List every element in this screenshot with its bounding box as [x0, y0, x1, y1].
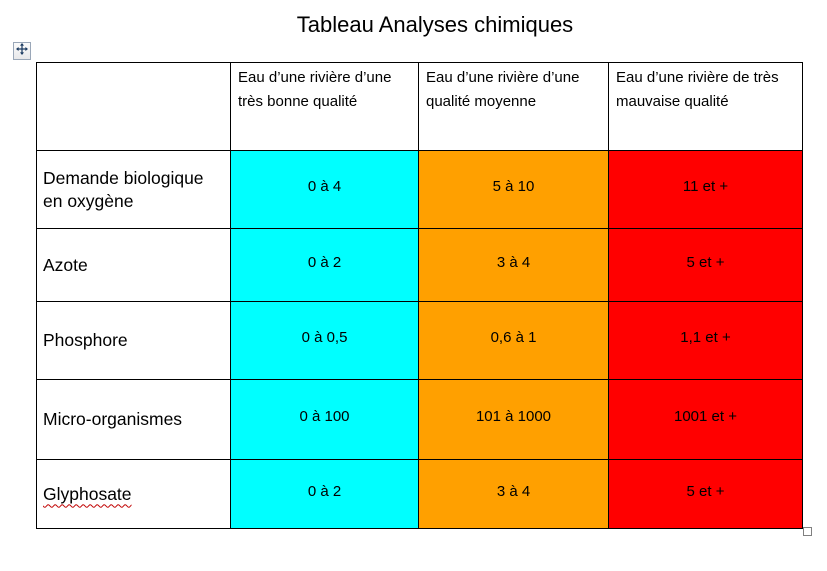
value-cell-good[interactable]: 0 à 2 — [230, 228, 419, 302]
value-cell-medium[interactable]: 3 à 4 — [418, 459, 609, 529]
table-row: Phosphore 0 à 0,5 0,6 à 1 1,1 et + — [36, 301, 803, 380]
row-label-cell[interactable]: Phosphore — [36, 301, 231, 380]
value-cell-bad[interactable]: 1001 et + — [608, 379, 803, 460]
value-cell-good[interactable]: 0 à 4 — [230, 150, 419, 229]
table-move-handle[interactable] — [13, 42, 31, 60]
value-cell-medium[interactable]: 0,6 à 1 — [418, 301, 609, 380]
column-header-bad[interactable]: Eau d’une rivière de très mauvaise quali… — [608, 62, 803, 151]
value-cell-medium[interactable]: 101 à 1000 — [418, 379, 609, 460]
value-cell-good[interactable]: 0 à 2 — [230, 459, 419, 529]
row-label-cell[interactable]: Demande biologique en oxygène — [36, 150, 231, 229]
row-label-cell[interactable]: Glyphosate — [36, 459, 231, 529]
value-cell-good[interactable]: 0 à 0,5 — [230, 301, 419, 380]
table-header-row: Eau d’une rivière d’une très bonne quali… — [36, 62, 803, 151]
value-cell-bad[interactable]: 5 et + — [608, 459, 803, 529]
value-cell-medium[interactable]: 3 à 4 — [418, 228, 609, 302]
move-cross-icon — [16, 42, 28, 60]
value-cell-good[interactable]: 0 à 100 — [230, 379, 419, 460]
table-resize-handle[interactable] — [803, 527, 812, 536]
column-header-medium[interactable]: Eau d’une rivière d’une qualité moyenne — [418, 62, 609, 151]
table-row: Azote 0 à 2 3 à 4 5 et + — [36, 228, 803, 302]
row-label-cell[interactable]: Micro-organismes — [36, 379, 231, 460]
table-row: Micro-organismes 0 à 100 101 à 1000 1001… — [36, 379, 803, 460]
row-label: Azote — [43, 254, 88, 275]
corner-cell[interactable] — [36, 62, 231, 151]
table-row: Glyphosate 0 à 2 3 à 4 5 et + — [36, 459, 803, 529]
table-row: Demande biologique en oxygène 0 à 4 5 à … — [36, 150, 803, 229]
row-label: Phosphore — [43, 330, 128, 351]
column-header-good[interactable]: Eau d’une rivière d’une très bonne quali… — [230, 62, 419, 151]
row-label-misspelled: Glyphosate — [43, 483, 132, 504]
value-cell-bad[interactable]: 11 et + — [608, 150, 803, 229]
analysis-table: Eau d’une rivière d’une très bonne quali… — [36, 62, 803, 529]
value-cell-bad[interactable]: 5 et + — [608, 228, 803, 302]
row-label: Micro-organismes — [43, 409, 183, 430]
row-label: Demande biologique en oxygène — [43, 167, 204, 211]
value-cell-medium[interactable]: 5 à 10 — [418, 150, 609, 229]
page-title[interactable]: Tableau Analyses chimiques — [296, 12, 574, 37]
value-cell-bad[interactable]: 1,1 et + — [608, 301, 803, 380]
row-label-cell[interactable]: Azote — [36, 228, 231, 302]
